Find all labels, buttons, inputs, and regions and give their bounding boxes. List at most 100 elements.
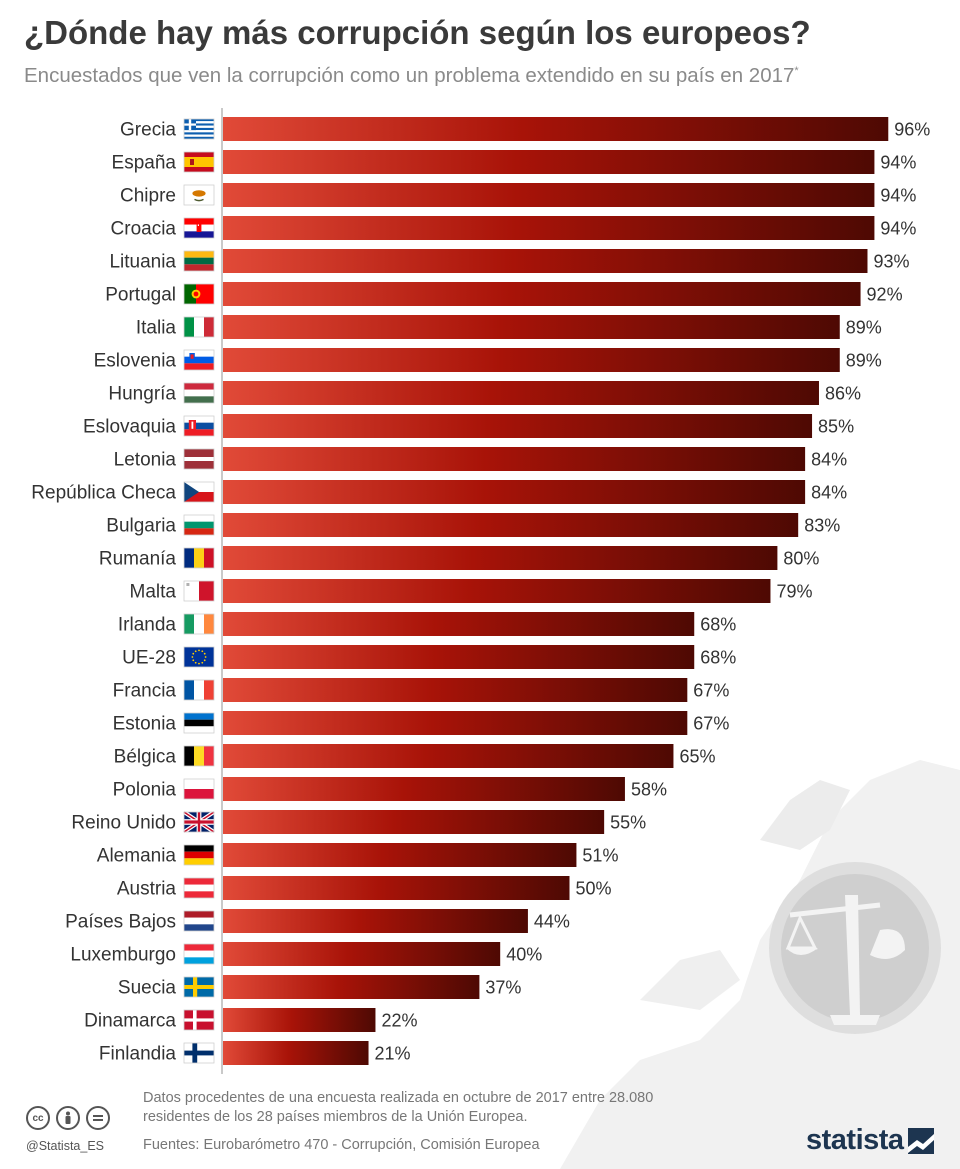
statista-logo-text[interactable]: statista [806, 1124, 904, 1156]
bar [223, 348, 840, 372]
bar-row: Francia 67% [113, 678, 729, 702]
bar-row: Bélgica 65% [114, 744, 715, 768]
category-label: Países Bajos [65, 912, 176, 933]
flag-de-icon [183, 844, 215, 866]
license-icons: cc [26, 1106, 110, 1130]
bar [223, 777, 625, 801]
flag-cy-icon [183, 184, 215, 206]
bar-row: Luxemburgo 40% [70, 942, 542, 966]
flag-fi-icon [183, 1042, 215, 1064]
flag-cz-icon [183, 481, 215, 503]
twitter-handle[interactable]: @Statista_ES [26, 1139, 105, 1153]
bar-row: Rumanía 80% [99, 546, 819, 570]
value-label: 65% [679, 747, 715, 767]
flag-pl-icon [183, 778, 215, 800]
bar-row: Finlandia 21% [99, 1041, 411, 1065]
bar-row: Alemania 51% [97, 843, 618, 867]
bar [223, 1041, 369, 1065]
value-label: 83% [804, 516, 840, 536]
bar [223, 612, 695, 636]
category-label: Dinamarca [84, 1011, 176, 1032]
flag-be-icon [183, 745, 215, 767]
value-label: 94% [880, 153, 916, 173]
category-label: República Checa [31, 483, 176, 504]
bar [223, 183, 875, 207]
bar-row: Grecia 96% [120, 117, 930, 141]
bar [223, 843, 577, 867]
value-label: 89% [846, 351, 882, 371]
value-label: 96% [894, 120, 930, 140]
bar-row: Irlanda 68% [118, 612, 736, 636]
category-label: Portugal [105, 285, 176, 306]
flag-se-icon [183, 976, 215, 998]
bar [223, 810, 605, 834]
value-label: 94% [880, 219, 916, 239]
bar-row: República Checa 84% [31, 480, 847, 504]
category-label: Hungría [108, 384, 176, 405]
category-label: Malta [130, 582, 177, 603]
statista-logo-icon[interactable] [908, 1128, 934, 1154]
bar-row: Malta 79% [130, 579, 813, 603]
value-label: 44% [534, 912, 570, 932]
nd-icon [86, 1106, 110, 1130]
category-label: Rumanía [99, 549, 177, 570]
bar [223, 282, 861, 306]
category-label: Lituania [109, 252, 176, 273]
footer-sources: Fuentes: Eurobarómetro 470 - Corrupción,… [143, 1137, 540, 1153]
bar [223, 546, 778, 570]
category-label: Suecia [118, 978, 177, 999]
flag-lt-icon [183, 250, 215, 272]
flag-mt-icon [183, 580, 215, 602]
category-label: Bélgica [114, 747, 177, 768]
value-label: 79% [776, 582, 812, 602]
flag-sk-icon [183, 415, 215, 437]
bar [223, 678, 688, 702]
bar [223, 249, 868, 273]
flag-bg-icon [183, 514, 215, 536]
footer-note: Datos procedentes de una encuesta realiz… [143, 1090, 654, 1125]
category-label: Estonia [113, 714, 177, 735]
value-label: 58% [631, 780, 667, 800]
value-label: 40% [506, 945, 542, 965]
bar [223, 711, 688, 735]
bar [223, 150, 875, 174]
flag-nl-icon [183, 910, 215, 932]
bar [223, 480, 806, 504]
bar [223, 645, 695, 669]
bar [223, 414, 813, 438]
category-label: Francia [113, 681, 177, 702]
bar-row: Eslovaquia 85% [83, 414, 854, 438]
flag-dk-icon [183, 1009, 215, 1031]
value-label: 50% [576, 879, 612, 899]
subtitle-footnote-mark: * [794, 65, 799, 78]
flag-fr-icon [183, 679, 215, 701]
bar-row: Chipre 94% [120, 183, 916, 207]
bar-row: Polonia 58% [113, 777, 667, 801]
bar-row: Croacia 94% [111, 216, 916, 240]
value-label: 21% [375, 1044, 411, 1064]
value-label: 94% [880, 186, 916, 206]
page-subtitle: Encuestados que ven la corrupción como u… [24, 64, 799, 88]
category-label: Polonia [113, 780, 177, 801]
bar-row: Dinamarca 22% [84, 1008, 417, 1032]
value-label: 67% [693, 714, 729, 734]
flag-lv-icon [183, 448, 215, 470]
flag-si-icon [183, 349, 215, 371]
bar-row: Letonia 84% [114, 447, 847, 471]
category-label: Alemania [97, 846, 177, 867]
value-label: 68% [700, 648, 736, 668]
subtitle-text: Encuestados que ven la corrupción como u… [24, 64, 795, 87]
value-label: 84% [811, 450, 847, 470]
flag-ee-icon [183, 712, 215, 734]
value-label: 85% [818, 417, 854, 437]
category-label: Croacia [111, 219, 177, 240]
flag-hu-icon [183, 382, 215, 404]
category-label: Chipre [120, 186, 176, 207]
bar-row: Italia 89% [136, 315, 882, 339]
bar-row: Bulgaria 83% [106, 513, 840, 537]
flag-eu-icon [183, 646, 215, 668]
value-label: 37% [485, 978, 521, 998]
value-label: 67% [693, 681, 729, 701]
